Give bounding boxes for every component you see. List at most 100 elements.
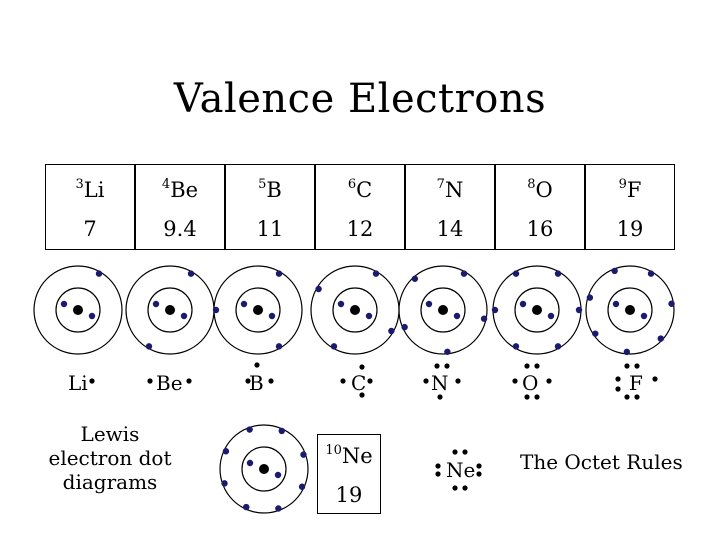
electron <box>480 315 488 322</box>
electron <box>586 294 594 301</box>
lewis-dot <box>89 378 95 384</box>
lewis-dot <box>512 378 518 384</box>
nucleus <box>350 305 360 315</box>
electron <box>330 343 338 350</box>
lewis-dot <box>452 449 458 455</box>
electron <box>60 300 68 308</box>
electron <box>300 451 307 458</box>
element-symbol: 8O <box>527 177 553 202</box>
electron <box>365 312 373 320</box>
electron <box>145 343 153 350</box>
electron <box>512 343 520 350</box>
element-symbol: 9F <box>618 177 642 202</box>
lewis-dot <box>147 378 153 384</box>
electron <box>240 300 248 308</box>
lewis-dot <box>534 394 540 400</box>
element-cell-b: 5B 11 <box>225 164 315 250</box>
lewis-dot <box>476 471 482 477</box>
electron <box>95 270 103 277</box>
inner-shell <box>241 446 287 492</box>
inner-shell <box>514 287 560 333</box>
lewis-dot <box>254 362 260 368</box>
electron <box>401 323 408 331</box>
lewis-symbol-ne: Ne <box>446 458 476 482</box>
octet-caption: The Octet Rules <box>520 450 683 474</box>
electron <box>275 505 282 512</box>
electron <box>212 306 220 314</box>
lewis-dot <box>634 394 640 400</box>
electron <box>554 270 562 277</box>
lewis-dot <box>435 463 441 469</box>
lewis-dot <box>634 363 640 369</box>
element-symbol: 4Be <box>161 177 199 202</box>
electron <box>298 483 306 490</box>
inner-shell <box>420 287 466 333</box>
electron <box>612 300 620 308</box>
electron <box>668 300 675 307</box>
lewis-symbol-be: Be <box>156 371 183 395</box>
electron <box>268 312 276 320</box>
element-mass: 19 <box>335 483 363 507</box>
element-symbol: 5B <box>258 177 282 202</box>
electron <box>243 503 250 511</box>
element-cell-li: 3Li 7 <box>45 164 135 250</box>
element-mass: 14 <box>436 217 464 241</box>
electron <box>246 459 254 467</box>
lewis-dot <box>452 485 458 491</box>
electron <box>278 427 285 435</box>
electron <box>221 480 228 487</box>
lewis-symbol-li: Li <box>68 371 88 395</box>
lewis-dot <box>186 378 192 384</box>
electron <box>274 471 282 479</box>
electron <box>453 312 461 320</box>
lewis-dot <box>524 394 530 400</box>
inner-shell <box>235 287 281 333</box>
lewis-dot <box>624 394 630 400</box>
electron <box>460 270 468 277</box>
element-symbol: 3Li <box>75 177 105 202</box>
nucleus <box>253 305 263 315</box>
element-symbol: 10Ne <box>325 443 373 468</box>
lewis-symbol-b: B <box>249 371 264 395</box>
lewis-dot <box>534 363 540 369</box>
lewis-dot <box>546 378 552 384</box>
outer-shell <box>398 265 488 355</box>
electron <box>388 327 395 335</box>
lewis-dot <box>437 394 443 400</box>
inner-shell <box>147 287 193 333</box>
electron <box>575 306 583 314</box>
electron <box>337 300 345 308</box>
lewis-dot <box>340 378 346 384</box>
lewis-dot <box>524 363 530 369</box>
electron <box>512 270 520 277</box>
element-mass: 16 <box>526 217 554 241</box>
nucleus <box>625 305 635 315</box>
lewis-dot <box>444 363 450 369</box>
lewis-dot <box>652 376 658 382</box>
lewis-dot <box>359 364 365 370</box>
electron <box>152 300 160 308</box>
inner-shell <box>55 287 101 333</box>
lewis-dot <box>434 363 440 369</box>
element-mass: 19 <box>616 217 644 241</box>
nucleus <box>532 305 542 315</box>
element-cell-ne: 10Ne 19 <box>317 434 381 514</box>
element-cell-c: 6C 12 <box>315 164 405 250</box>
element-mass: 7 <box>83 217 97 241</box>
electron <box>611 267 618 275</box>
lewis-dot <box>359 392 365 398</box>
electron <box>444 348 451 355</box>
lewis-dot <box>268 378 274 384</box>
electron <box>315 285 322 293</box>
electron <box>623 348 631 356</box>
outer-shell <box>219 424 309 514</box>
element-cell-be: 4Be 9.4 <box>135 164 225 250</box>
lewis-dot <box>462 449 468 455</box>
element-mass: 12 <box>346 217 374 241</box>
electron <box>647 270 655 277</box>
electron <box>640 312 648 320</box>
electron <box>547 312 555 320</box>
lewis-dot <box>476 463 482 469</box>
inner-shell <box>332 287 378 333</box>
